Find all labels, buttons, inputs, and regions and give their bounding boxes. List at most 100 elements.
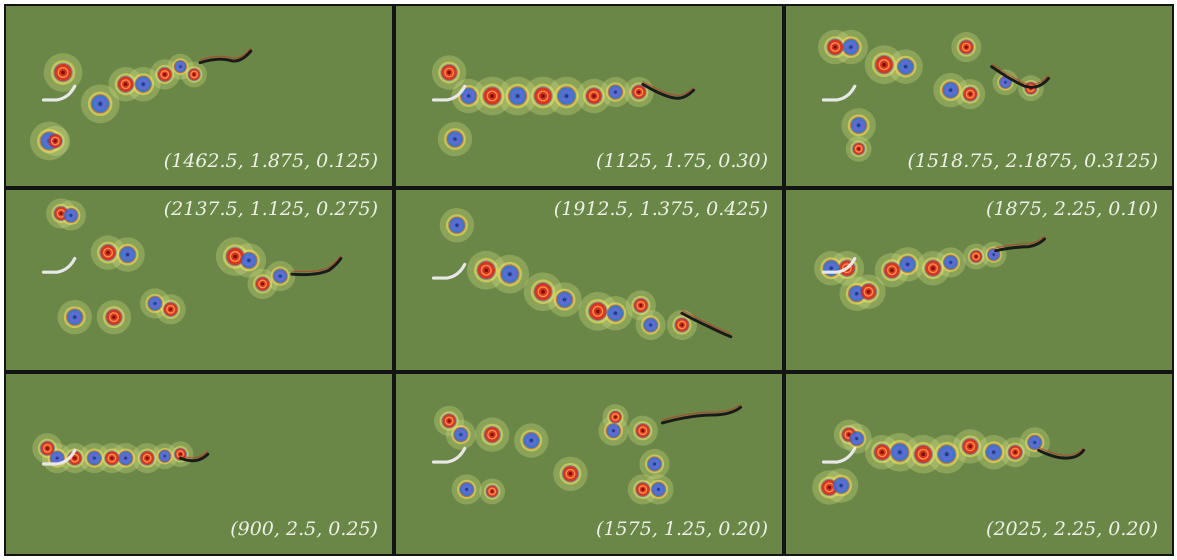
vortex-contour (449, 134, 460, 145)
vortex-contour (859, 283, 878, 301)
vortex-contour (476, 260, 497, 280)
vortex-contour (606, 304, 625, 322)
vortex-core (1013, 450, 1017, 454)
vortex-contour (849, 116, 868, 135)
vortex-contour (607, 84, 624, 100)
vortex-contour (240, 251, 258, 270)
vortex-core (490, 490, 494, 493)
filament-shear-layer (199, 47, 252, 61)
vortex-contour (142, 453, 152, 463)
vorticity-panel-3: (1518.75, 2.1875, 0.3125) (784, 4, 1174, 188)
vortex-contour (633, 297, 649, 314)
vortex-contour (945, 85, 956, 96)
vortex-core (568, 472, 573, 476)
vortex-contour (459, 87, 478, 105)
vortex-core (1004, 81, 1007, 84)
flexible-filament (994, 237, 1047, 253)
vortex-contour (917, 448, 929, 460)
vortex-core (179, 65, 182, 68)
vorticity-panel-9: (2025, 2.25, 0.20) (784, 372, 1174, 556)
flexible-filament (178, 452, 210, 463)
vortex-contour (961, 42, 971, 52)
vortex-core (948, 88, 953, 92)
vortex-contour (94, 98, 106, 110)
vortex-contour (176, 62, 185, 71)
vortex-contour (441, 413, 457, 429)
vortex-core (991, 450, 996, 454)
vortex-core (125, 252, 130, 257)
vorticity-field-3 (817, 29, 1050, 162)
vortex-contour (635, 423, 651, 439)
vortex-contour (946, 257, 956, 267)
vortex-core (656, 487, 660, 491)
vortex-contour (117, 450, 134, 466)
vortex-contour (556, 86, 577, 106)
vortex-contour (526, 435, 537, 446)
vortex-core (55, 456, 59, 460)
vortex-contour (507, 86, 528, 106)
vortex-contour (173, 447, 188, 461)
flexible-filament (641, 82, 696, 100)
vortex-contour (832, 476, 850, 495)
vortex-contour (66, 210, 76, 220)
vortex-contour (166, 304, 176, 314)
vortex-contour (89, 453, 99, 463)
vortex-contour (66, 308, 84, 326)
leading-plate (821, 256, 857, 274)
vortex-core (921, 452, 926, 457)
vortex-contour (462, 484, 472, 494)
vortex-core (69, 213, 73, 217)
vortex-core (541, 94, 545, 98)
vortex-contour (118, 245, 137, 264)
vortex-contour (504, 268, 516, 280)
vortex-contour (838, 259, 856, 277)
vortex-contour (854, 144, 863, 153)
vortex-contour (877, 447, 888, 458)
vorticity-field-8 (431, 403, 743, 505)
vortex-contour (961, 437, 979, 456)
vortex-contour (962, 86, 978, 102)
leading-plate (41, 84, 77, 102)
vortex-contour (533, 86, 553, 106)
vortex-core (163, 454, 167, 458)
vortex-contour (853, 120, 864, 131)
leading-plate (431, 84, 467, 102)
vorticity-panel-8: (1575, 1.25, 0.20) (394, 372, 784, 556)
vortex-core (641, 487, 645, 491)
vortex-core (880, 450, 884, 454)
vortex-contour (459, 481, 475, 498)
vortex-contour (120, 79, 131, 90)
vorticity-panel-7: (900, 2.5, 0.25) (4, 372, 394, 556)
vortex-core (614, 415, 617, 419)
vortex-contour (485, 484, 499, 499)
vortex-contour (924, 259, 942, 277)
vortex-contour (488, 487, 497, 496)
vortex-contour (987, 247, 1001, 262)
vortex-core (447, 419, 451, 423)
vortex-contour (902, 259, 913, 270)
flexible-filament (290, 257, 343, 277)
vorticity-field-5 (431, 208, 733, 341)
vortex-core (484, 268, 489, 273)
panel-8-parameters: (1575, 1.25, 0.20) (596, 518, 768, 540)
vortex-contour (989, 250, 998, 259)
vortex-contour (559, 294, 570, 305)
panel-1-parameters: (1462.5, 1.875, 0.125) (163, 150, 378, 172)
vortex-contour (635, 481, 651, 498)
vortex-contour (480, 264, 492, 276)
vortex-contour (451, 220, 462, 231)
vorticity-field-7 (32, 433, 210, 474)
vortex-contour (555, 290, 574, 309)
vortex-contour (677, 320, 687, 330)
vortex-contour (448, 216, 466, 234)
vortex-core (829, 266, 834, 270)
vortex-contour (107, 453, 117, 463)
vortex-contour (941, 448, 953, 460)
vortex-contour (965, 441, 976, 452)
vortex-core (61, 70, 65, 75)
vortex-contour (160, 70, 170, 79)
vortex-contour (90, 94, 110, 114)
vortex-core (53, 139, 57, 143)
vortex-contour (836, 480, 847, 491)
vortex-core (897, 450, 902, 455)
